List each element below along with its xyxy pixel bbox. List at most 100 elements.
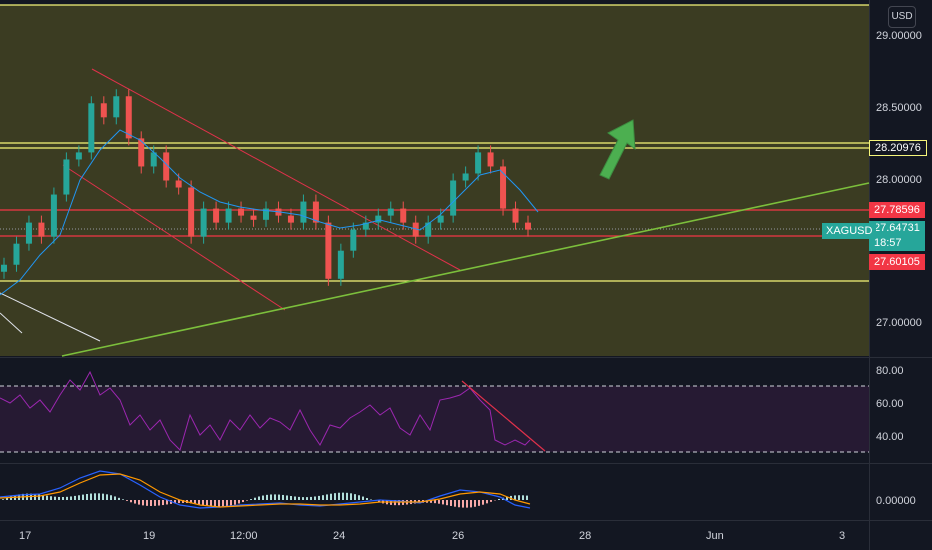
candle-body (375, 215, 382, 223)
candle-body (450, 180, 457, 216)
macd-bar (146, 500, 148, 506)
candle-body (163, 152, 170, 181)
macd-bar (206, 500, 208, 506)
macd-bar (234, 500, 236, 505)
macd-bar (278, 494, 280, 500)
candle-body (312, 201, 319, 223)
macd-bar (294, 496, 296, 500)
channel-lower-line[interactable] (62, 164, 286, 311)
macd-bar (258, 496, 260, 500)
price-tick: 27.00000 (876, 317, 922, 329)
time-tick: 26 (452, 530, 464, 542)
macd-bar (86, 494, 88, 500)
candle-body (300, 201, 307, 223)
macd-bar (302, 497, 304, 500)
candle-body (13, 243, 20, 265)
macd-bar (34, 493, 36, 500)
candle-body (1, 264, 7, 272)
macd-bar (150, 500, 152, 506)
candle-body (200, 208, 207, 237)
macd-bar (262, 495, 264, 500)
macd-bar (290, 495, 292, 500)
rsi-trendline[interactable] (461, 380, 546, 452)
green-trendline[interactable] (61, 182, 870, 357)
yellow-zone (0, 5, 869, 356)
macd-bar (438, 500, 440, 504)
candle-body (400, 208, 407, 223)
macd-bar (42, 495, 44, 500)
candle-body (50, 194, 57, 237)
macd-bar (90, 493, 92, 500)
macd-bar (78, 495, 80, 500)
macd-bar (50, 496, 52, 500)
candle-body (100, 103, 107, 118)
macd-bar (114, 496, 116, 500)
macd-bar (298, 496, 300, 500)
candle-body (250, 215, 257, 220)
macd-bar (178, 500, 180, 504)
macd-bar (10, 496, 12, 500)
macd-bar (2, 499, 4, 500)
candle-body (487, 152, 494, 167)
macd-bar (486, 500, 488, 504)
resistance-price-tag: 28.20976 (869, 140, 927, 156)
candle-body (225, 208, 232, 223)
macd-bar (138, 500, 140, 505)
macd-bar (434, 500, 436, 504)
white-trendline[interactable] (0, 292, 101, 342)
macd-bar (94, 493, 96, 500)
candle-body (387, 208, 394, 216)
red-upper-price-tag: 27.78596 (869, 202, 925, 218)
macd-bar (378, 500, 380, 503)
macd-bar (222, 500, 224, 507)
macd-bar (226, 500, 228, 507)
candle-body (88, 103, 95, 153)
candle-body (213, 208, 220, 223)
macd-bar (214, 500, 216, 507)
macd-bar (158, 500, 160, 506)
candle-body (337, 250, 344, 279)
candle-body (150, 152, 157, 167)
time-tick: 3 (839, 530, 845, 542)
macd-pane[interactable] (0, 464, 869, 520)
time-tick: 28 (579, 530, 591, 542)
macd-bar (342, 492, 344, 500)
candle-body (475, 152, 482, 174)
macd-bar (310, 496, 312, 500)
price-tick: 28.00000 (876, 174, 922, 186)
price-tick: 29.00000 (876, 30, 922, 42)
channel-upper-line[interactable] (91, 68, 461, 271)
macd-bar (330, 493, 332, 500)
candle-body (500, 166, 507, 209)
time-tick: Jun (706, 530, 724, 542)
candle-body (63, 159, 70, 195)
macd-bar (358, 495, 360, 500)
white-trendline[interactable] (0, 312, 23, 334)
macd-bar (98, 493, 100, 500)
current-price-value: 27.64731 (874, 222, 920, 234)
macd-bar (162, 500, 164, 506)
macd-bar (210, 500, 212, 507)
macd-bar (270, 494, 272, 500)
macd-bar (6, 497, 8, 500)
macd-bar (82, 494, 84, 500)
macd-bar (474, 500, 476, 507)
macd-bar (286, 495, 288, 500)
macd-bar (54, 496, 56, 500)
macd-bar (462, 500, 464, 508)
currency-button[interactable]: USD (888, 6, 916, 28)
macd-bar (74, 495, 76, 500)
macd-bar (282, 494, 284, 500)
macd-bar (498, 498, 500, 500)
macd-bar (334, 493, 336, 500)
arrow-up-icon[interactable] (599, 119, 636, 180)
countdown-timer: 18:57 (874, 237, 902, 249)
macd-bar (250, 499, 252, 500)
current-price-tag: 27.64731 18:57 (869, 221, 925, 251)
macd-bar (182, 500, 184, 503)
macd-bar (134, 500, 136, 504)
candle-body (75, 152, 82, 160)
time-tick: 12:00 (230, 530, 258, 542)
macd-bar (166, 500, 168, 505)
